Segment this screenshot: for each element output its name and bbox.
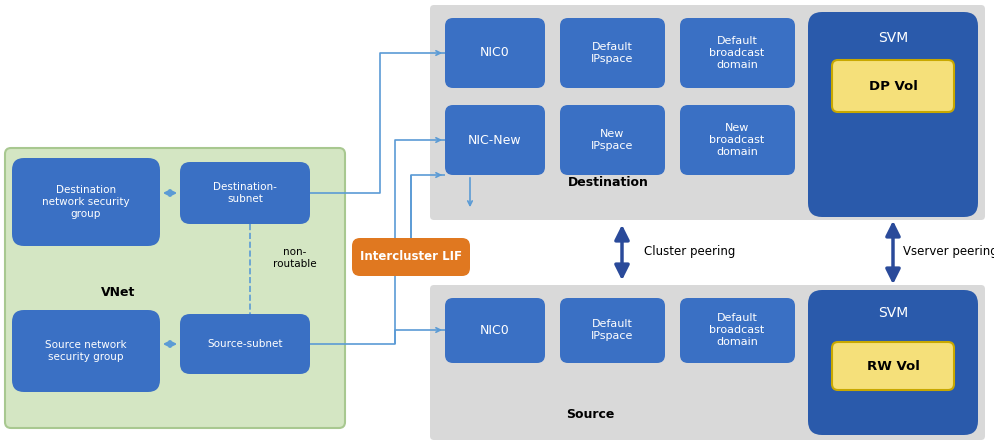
- FancyBboxPatch shape: [180, 162, 310, 224]
- FancyBboxPatch shape: [807, 290, 977, 435]
- FancyBboxPatch shape: [560, 18, 664, 88]
- Text: Default
broadcast
domain: Default broadcast domain: [709, 36, 763, 69]
- Text: Source: Source: [566, 409, 613, 421]
- Text: NIC0: NIC0: [480, 324, 509, 336]
- Text: NIC-New: NIC-New: [468, 134, 521, 146]
- Text: Destination-
subnet: Destination- subnet: [213, 182, 276, 204]
- Text: SVM: SVM: [877, 31, 908, 45]
- FancyBboxPatch shape: [5, 148, 345, 428]
- Text: VNet: VNet: [100, 286, 135, 299]
- Text: Source-subnet: Source-subnet: [207, 339, 282, 349]
- Text: Intercluster LIF: Intercluster LIF: [360, 251, 461, 263]
- FancyBboxPatch shape: [429, 5, 984, 220]
- FancyBboxPatch shape: [831, 342, 953, 390]
- Text: non-
routable: non- routable: [273, 247, 316, 269]
- FancyBboxPatch shape: [12, 310, 160, 392]
- Text: Default
broadcast
domain: Default broadcast domain: [709, 313, 763, 347]
- FancyBboxPatch shape: [679, 105, 794, 175]
- FancyBboxPatch shape: [429, 285, 984, 440]
- Text: New
IPspace: New IPspace: [590, 129, 632, 151]
- FancyBboxPatch shape: [12, 158, 160, 246]
- Text: NIC0: NIC0: [480, 46, 509, 60]
- FancyBboxPatch shape: [679, 298, 794, 363]
- FancyBboxPatch shape: [560, 105, 664, 175]
- Text: Default
IPspace: Default IPspace: [590, 319, 632, 341]
- FancyBboxPatch shape: [807, 12, 977, 217]
- FancyBboxPatch shape: [560, 298, 664, 363]
- Text: DP Vol: DP Vol: [868, 80, 916, 93]
- Text: Default
IPspace: Default IPspace: [590, 42, 632, 64]
- Text: New
broadcast
domain: New broadcast domain: [709, 123, 763, 157]
- FancyBboxPatch shape: [679, 18, 794, 88]
- Text: Vserver peering: Vserver peering: [902, 246, 994, 259]
- FancyBboxPatch shape: [444, 18, 545, 88]
- Text: Cluster peering: Cluster peering: [644, 246, 735, 259]
- Text: SVM: SVM: [877, 306, 908, 320]
- FancyBboxPatch shape: [831, 60, 953, 112]
- FancyBboxPatch shape: [352, 238, 469, 276]
- Text: Source network
security group: Source network security group: [45, 340, 126, 362]
- FancyBboxPatch shape: [444, 105, 545, 175]
- FancyBboxPatch shape: [180, 314, 310, 374]
- FancyBboxPatch shape: [444, 298, 545, 363]
- Text: Destination: Destination: [567, 175, 648, 189]
- Text: RW Vol: RW Vol: [866, 360, 918, 372]
- Text: Destination
network security
group: Destination network security group: [42, 186, 129, 218]
